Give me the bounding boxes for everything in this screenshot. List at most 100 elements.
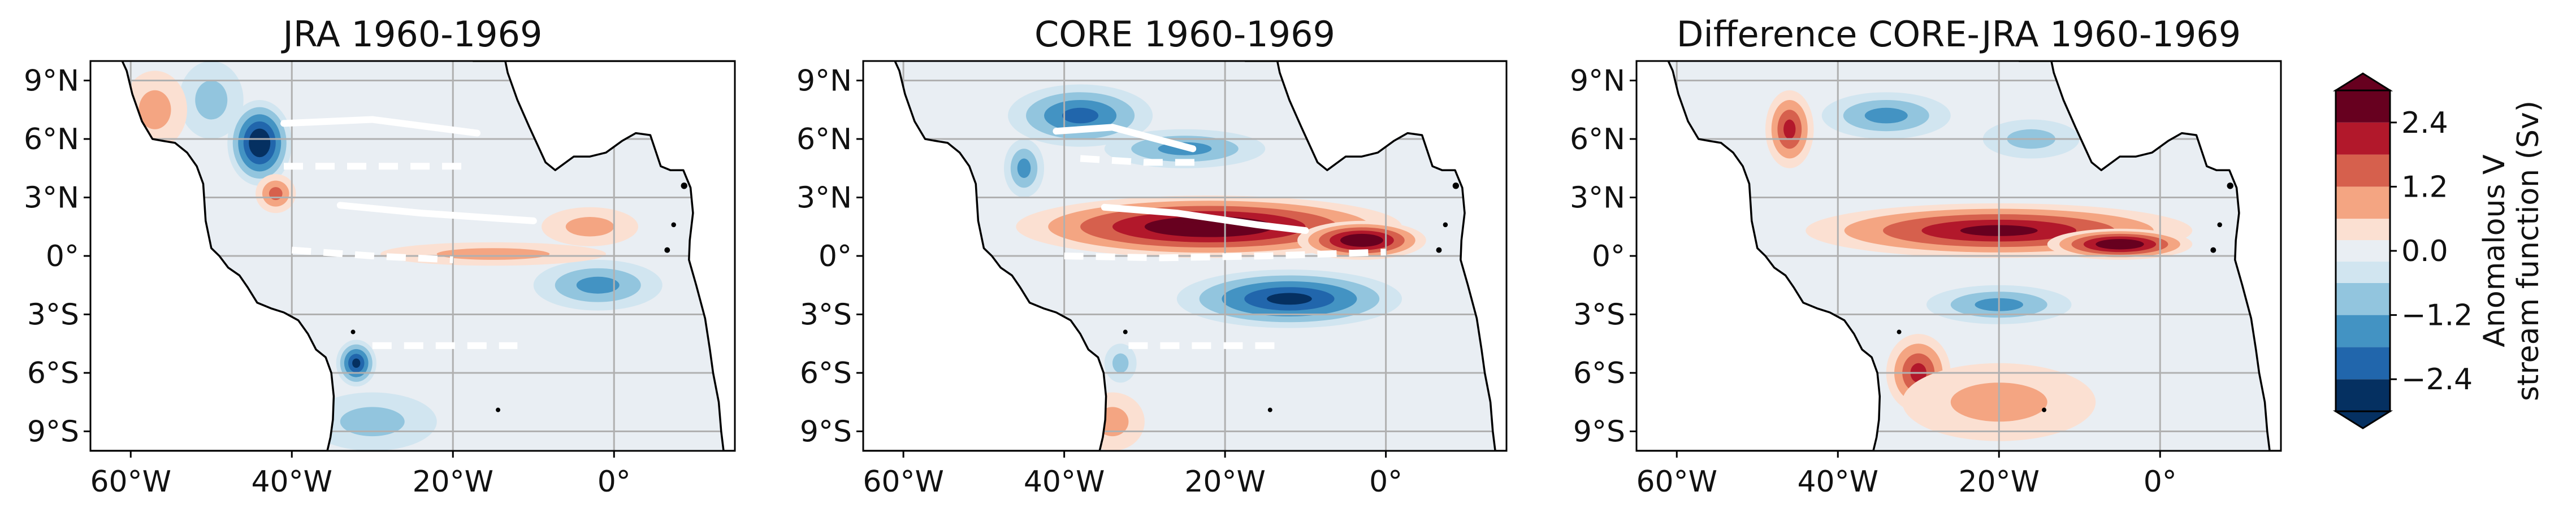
- colorbar-segment: [2336, 261, 2390, 283]
- anomaly-contour: [138, 90, 171, 129]
- island: [1443, 222, 1448, 228]
- solid-white-line: [1101, 203, 1309, 234]
- africa-landmass: [472, 61, 735, 451]
- x-tick-label: 40°W: [1024, 465, 1105, 499]
- y-tick-label: 6°N: [796, 123, 852, 156]
- colorbar-segment: [2336, 186, 2390, 219]
- south-america-landmass: [1636, 61, 1881, 451]
- dashed-white-line: [1064, 249, 1386, 262]
- anomaly-contour: [195, 80, 228, 120]
- solid-white-line: [280, 116, 480, 137]
- colorbar-tick-label: −1.2: [2401, 299, 2473, 333]
- x-tick-label: 0°: [598, 465, 631, 499]
- x-tick-label: 60°W: [1636, 465, 1717, 499]
- anomaly-contour: [1112, 353, 1129, 373]
- y-tick-label: 9°S: [27, 415, 79, 449]
- colorbar-segment: [2336, 122, 2390, 155]
- y-tick-label: 9°N: [1570, 64, 1625, 98]
- colorbar-segment: [2336, 219, 2390, 241]
- panel-1: 9°N 6°N 3°N 0° 3°S 6°S 9°S 60°W 40°W 20°W 0° JRA 19…: [24, 14, 736, 499]
- anomaly-contour: [254, 136, 265, 150]
- island: [1452, 182, 1460, 189]
- y-tick-label: 0°: [1592, 240, 1625, 273]
- y-tick-label: 9°N: [796, 64, 852, 98]
- y-tick-label: 3°S: [27, 298, 79, 332]
- colorbar-segment: [2336, 154, 2390, 187]
- panel-title: Difference CORE-JRA 1960-1969: [1677, 14, 2241, 55]
- colorbar-max-extension: [2332, 72, 2393, 92]
- island: [1123, 329, 1128, 334]
- colorbar-tick-label: 0.0: [2401, 234, 2448, 268]
- panel-2: 9°N 6°N 3°N 0° 3°S 6°S 9°S 60°W 40°W 20°W 0° CORE 1…: [796, 14, 1508, 499]
- x-tick-label: 40°W: [1797, 465, 1878, 499]
- anomaly-contour: [1783, 119, 1796, 139]
- island: [2217, 222, 2222, 228]
- africa-landmass: [1244, 61, 1506, 451]
- colorbar-tick-label: −2.4: [2401, 363, 2473, 397]
- solid-white-line: [1053, 124, 1197, 153]
- y-tick-label: 3°N: [1570, 181, 1625, 215]
- island: [2227, 182, 2233, 189]
- y-tick-label: 3°N: [796, 181, 852, 215]
- anomaly-contour: [340, 407, 405, 437]
- x-tick-label: 60°W: [863, 465, 944, 499]
- y-tick-label: 6°N: [1570, 123, 1625, 156]
- colorbar-segment: [2336, 240, 2390, 262]
- y-tick-label: 9°N: [24, 64, 79, 98]
- x-tick-label: 60°W: [90, 465, 171, 499]
- anomaly-contour: [1017, 158, 1031, 178]
- anomaly-contour: [436, 248, 550, 260]
- south-america-landmass: [90, 61, 335, 451]
- africa-landmass: [2018, 61, 2281, 451]
- y-tick-label: 6°S: [800, 357, 852, 390]
- y-tick-label: 9°S: [1573, 415, 1625, 449]
- colorbar-segment: [2336, 347, 2390, 380]
- panel-title: JRA 1960-1969: [281, 14, 543, 55]
- x-tick-label: 20°W: [1184, 465, 1266, 499]
- y-tick-label: 0°: [819, 240, 852, 273]
- x-tick-label: 0°: [2144, 465, 2177, 499]
- y-tick-label: 6°S: [1573, 357, 1625, 390]
- island: [350, 329, 356, 334]
- y-tick-label: 3°S: [800, 298, 852, 332]
- anomaly-contour: [576, 276, 620, 294]
- colorbar-min-extension: [2332, 410, 2393, 429]
- x-tick-label: 0°: [1369, 465, 1402, 499]
- x-tick-label: 40°W: [251, 465, 332, 499]
- y-tick-label: 6°N: [24, 123, 79, 156]
- anomaly-contour: [1864, 107, 1908, 124]
- island: [2210, 247, 2216, 253]
- y-tick-label: 6°S: [27, 357, 79, 390]
- anomaly-contour: [1350, 237, 1373, 244]
- island: [671, 222, 676, 228]
- x-tick-label: 20°W: [1958, 465, 2040, 499]
- island: [1897, 329, 1902, 334]
- panel-3: 9°N 6°N 3°N 0° 3°S 6°S 9°S 60°W 40°W 20°W 0° Differ…: [1570, 14, 2282, 499]
- colorbar-tick-label: 2.4: [2401, 106, 2448, 140]
- south-america-landmass: [863, 61, 1107, 451]
- solid-white-line: [336, 202, 537, 224]
- x-tick-label: 20°W: [412, 465, 493, 499]
- colorbar-tick-label: 1.2: [2401, 170, 2448, 204]
- colorbar-segment: [2336, 315, 2390, 347]
- colorbar-segment: [2336, 379, 2390, 411]
- colorbar-segment: [2336, 282, 2390, 315]
- dashed-white-line: [1080, 155, 1201, 166]
- y-tick-label: 9°S: [800, 415, 852, 449]
- island: [2042, 407, 2047, 412]
- y-tick-label: 3°N: [24, 181, 79, 215]
- y-tick-label: 0°: [46, 240, 79, 273]
- island: [1436, 247, 1442, 253]
- island: [681, 182, 687, 189]
- y-tick-label: 3°S: [1573, 298, 1625, 332]
- island: [664, 247, 670, 253]
- anomaly-contour: [1062, 107, 1099, 124]
- dashed-white-line: [291, 246, 453, 263]
- anomaly-contour: [2107, 241, 2132, 247]
- anomaly-contour: [352, 358, 361, 368]
- anomaly-contour: [1267, 293, 1312, 305]
- anomaly-contour: [565, 217, 614, 237]
- colorbar-segment: [2336, 90, 2390, 123]
